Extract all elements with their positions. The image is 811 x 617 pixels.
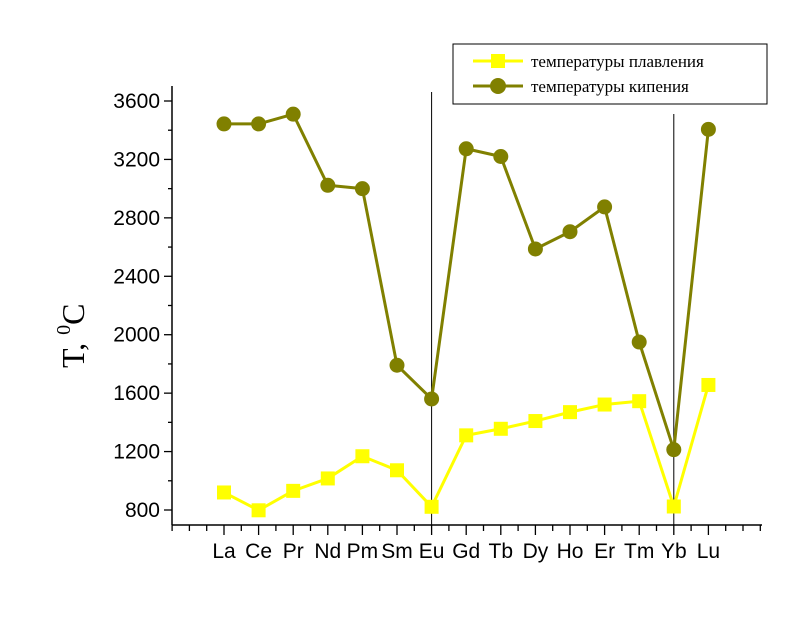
data-point xyxy=(251,116,267,132)
x-tick-label: Tm xyxy=(624,540,654,563)
legend-label-melting: температуры плавления xyxy=(531,52,704,71)
x-ticks: La Ce Pr Nd Pm Sm Eu Gd Tb Dy Ho Er Tm Yb Lu xyxy=(171,525,761,563)
data-point xyxy=(528,414,543,429)
y-tick-label: 2000 xyxy=(113,324,160,347)
legend-marker-boiling xyxy=(490,78,506,94)
x-tick-label: Yb xyxy=(661,540,687,563)
data-point xyxy=(285,106,301,122)
data-point xyxy=(390,463,404,478)
y-tick-label: 2800 xyxy=(113,207,160,230)
data-point xyxy=(527,241,543,257)
y-axis-label-main: T, xyxy=(55,335,91,368)
y-tick-label: 800 xyxy=(125,499,160,522)
x-tick-label: Dy xyxy=(523,540,549,563)
x-tick-label: Ho xyxy=(557,540,584,563)
legend-label-boiling: температуры кипения xyxy=(531,77,689,96)
x-tick-label: Eu xyxy=(419,540,445,563)
x-tick-label: Lu xyxy=(697,540,720,563)
y-tick-label: 3200 xyxy=(113,148,160,171)
data-point xyxy=(597,199,613,215)
legend: температуры плавления температуры кипени… xyxy=(452,43,768,105)
data-point xyxy=(355,449,370,464)
data-point xyxy=(216,116,232,132)
x-tick-label: Pr xyxy=(283,540,304,563)
data-point xyxy=(354,181,370,197)
y-tick-label: 1200 xyxy=(113,441,160,464)
data-point xyxy=(459,428,474,443)
x-tick-label: Nd xyxy=(314,540,341,563)
data-point xyxy=(493,421,508,436)
y-axis-label-unit: C xyxy=(55,303,91,324)
legend-marker-melting xyxy=(491,54,505,68)
data-point xyxy=(320,471,335,486)
data-point xyxy=(320,177,336,193)
data-point xyxy=(701,377,716,392)
data-point xyxy=(251,503,266,518)
y-tick-label: 2400 xyxy=(113,265,160,288)
data-point xyxy=(424,391,440,407)
data-point xyxy=(632,394,647,409)
data-point xyxy=(562,224,578,240)
x-tick-label: Er xyxy=(594,540,615,563)
data-point xyxy=(563,405,577,420)
data-point xyxy=(597,397,612,412)
data-point xyxy=(458,141,474,157)
data-point xyxy=(424,499,439,514)
y-tick-label: 3600 xyxy=(113,90,160,113)
data-point xyxy=(700,121,716,137)
legend-box xyxy=(452,43,768,105)
y-tick-label: 1600 xyxy=(113,382,160,405)
x-tick-label: Ce xyxy=(245,540,272,563)
data-point xyxy=(389,357,405,373)
series-0 xyxy=(217,377,716,518)
vertical-markers xyxy=(431,92,675,525)
data-point xyxy=(493,149,509,165)
x-tick-label: Tb xyxy=(489,540,514,563)
y-ticks: 800 1200 1600 2000 2400 2800 3200 3600 xyxy=(113,90,172,522)
series-1 xyxy=(216,106,716,458)
x-tick-label: Gd xyxy=(452,540,480,563)
x-tick-label: Sm xyxy=(381,540,413,563)
data-point xyxy=(286,483,301,498)
data-point xyxy=(666,499,681,514)
x-tick-label: La xyxy=(212,540,236,563)
svg-text:T, 0C: T, 0C xyxy=(53,303,91,368)
data-point xyxy=(631,334,647,350)
data-point xyxy=(666,442,682,458)
data-point xyxy=(217,485,231,500)
series-layer xyxy=(216,106,716,518)
y-axis-label-sup: 0 xyxy=(53,325,75,335)
x-tick-label: Pm xyxy=(347,540,379,563)
y-axis-label: T, 0C xyxy=(53,303,91,368)
